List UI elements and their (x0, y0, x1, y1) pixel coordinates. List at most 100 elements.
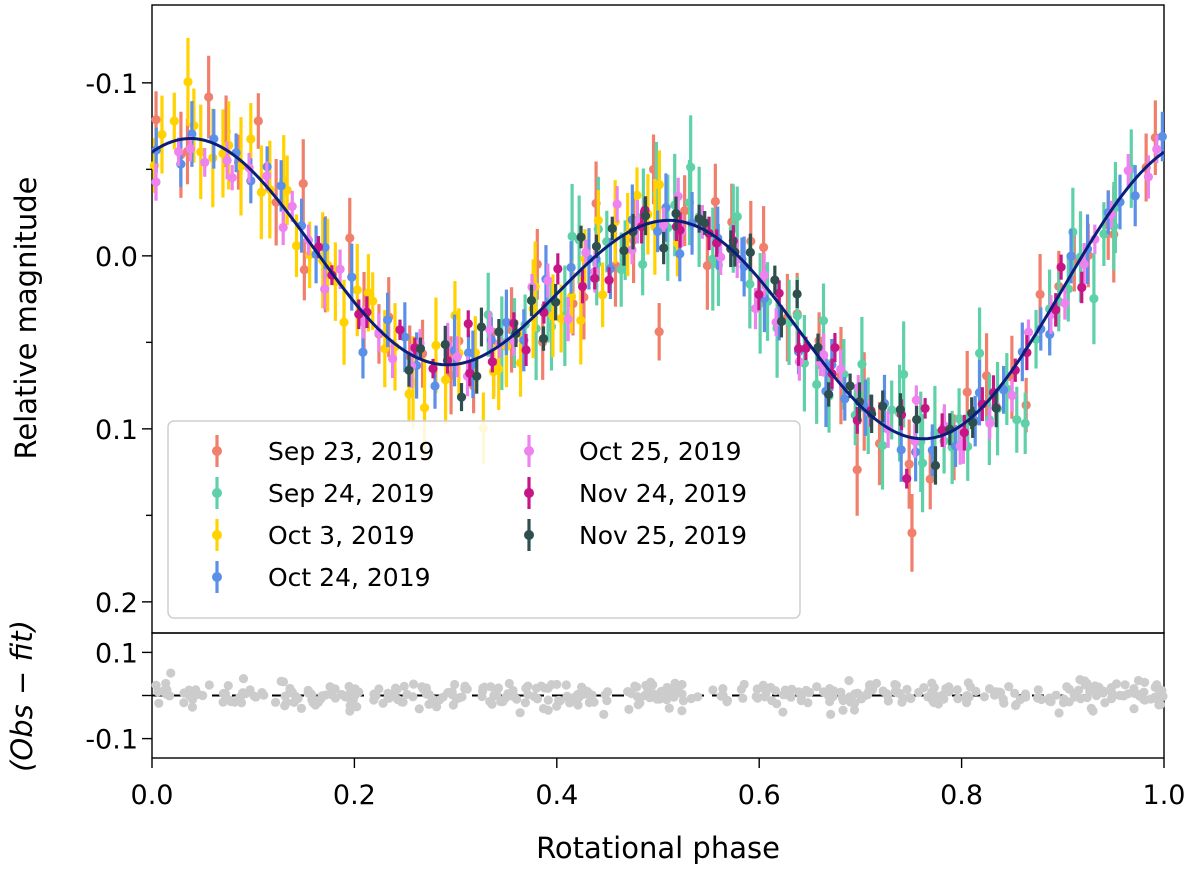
data-point (654, 180, 664, 190)
residual-point (577, 682, 587, 692)
residual-point (408, 679, 419, 689)
residual-point (891, 680, 902, 690)
residual-point (844, 675, 854, 686)
legend-marker (524, 530, 534, 540)
data-point (345, 233, 355, 243)
x-axis: 0.0 0.2 0.4 0.6 0.8 1.0 (131, 758, 1185, 811)
data-point (428, 363, 438, 374)
residual-point (325, 682, 335, 692)
data-point (659, 243, 669, 253)
legend-entry: Oct 24, 2019 (212, 561, 431, 593)
residual-point (424, 699, 434, 709)
legend-entry: Nov 24, 2019 (524, 477, 747, 509)
data-point (222, 155, 232, 166)
legend-label: Oct 24, 2019 (268, 563, 431, 592)
data-point (1007, 390, 1017, 401)
data-point (675, 249, 685, 259)
residual-point (640, 691, 650, 701)
data-point (581, 247, 591, 258)
residual-point (718, 684, 728, 694)
residual-point (390, 683, 401, 693)
data-point (640, 211, 651, 221)
legend-label: Sep 23, 2019 (268, 437, 434, 466)
data-point (185, 144, 196, 154)
residual-point (602, 687, 613, 697)
residual-point (664, 703, 674, 713)
data-point (400, 332, 410, 342)
residual-point (450, 679, 460, 690)
residual-point (1086, 703, 1096, 713)
data-point (287, 201, 297, 211)
residual-point (971, 686, 981, 696)
residual-y-tick-label: -0.1 (85, 725, 138, 756)
data-point (632, 190, 642, 200)
data-point (320, 284, 330, 294)
data-point (456, 392, 467, 402)
residual-point (739, 679, 749, 689)
main-y-axis: -0.1 0.0 0.1 0.2 (85, 69, 152, 619)
data-point (686, 162, 696, 172)
data-point (813, 342, 823, 353)
data-point (836, 364, 846, 374)
data-point (395, 325, 405, 335)
residual-point (1150, 692, 1160, 702)
data-point (566, 262, 576, 273)
data-point (1023, 327, 1034, 337)
data-point (930, 460, 941, 471)
data-point (521, 345, 531, 355)
data-point (974, 348, 985, 358)
data-point (991, 403, 1001, 413)
data-point (494, 327, 504, 337)
data-point (818, 316, 829, 326)
data-point (1089, 294, 1099, 304)
data-point (671, 208, 681, 219)
residual-point (487, 699, 497, 709)
residual-point (451, 694, 461, 704)
data-point (852, 465, 862, 475)
data-point (430, 381, 440, 391)
data-point (526, 295, 537, 306)
data-point (878, 401, 888, 411)
residual-point (563, 692, 573, 703)
residual-point (662, 694, 672, 705)
residual-point (923, 692, 933, 702)
residual-point (278, 677, 289, 687)
data-point (675, 225, 685, 235)
residual-point (1114, 690, 1124, 701)
data-point (276, 181, 286, 191)
data-point (291, 241, 302, 251)
residual-point (778, 690, 789, 700)
residual-point (339, 691, 349, 701)
data-point (363, 288, 374, 298)
data-point (262, 171, 272, 181)
x-tick-label: 0.4 (535, 780, 578, 811)
residual-point (383, 693, 393, 703)
x-tick-label: 0.2 (333, 780, 376, 811)
residual-y-tick-label: 0.1 (95, 638, 138, 669)
data-point (183, 77, 193, 87)
data-point (1035, 289, 1045, 299)
residual-point (270, 697, 281, 707)
residual-point (230, 697, 240, 707)
data-point (845, 381, 855, 391)
residual-point (417, 682, 427, 692)
data-point (556, 313, 566, 324)
data-point (347, 272, 357, 282)
data-point (551, 297, 561, 307)
legend-entry: Oct 25, 2019 (524, 435, 742, 467)
residual-point (493, 683, 504, 693)
residual-point (236, 698, 247, 708)
residual-point (330, 693, 341, 703)
residual-point (543, 695, 553, 705)
residual-point (578, 689, 588, 700)
data-point (895, 404, 905, 415)
residual-point (626, 688, 637, 699)
residual-point (479, 682, 490, 692)
data-point (576, 315, 586, 326)
data-point (776, 316, 787, 327)
data-point (577, 281, 588, 292)
data-point (907, 528, 917, 538)
residual-point (944, 682, 954, 692)
data-point (485, 325, 495, 335)
